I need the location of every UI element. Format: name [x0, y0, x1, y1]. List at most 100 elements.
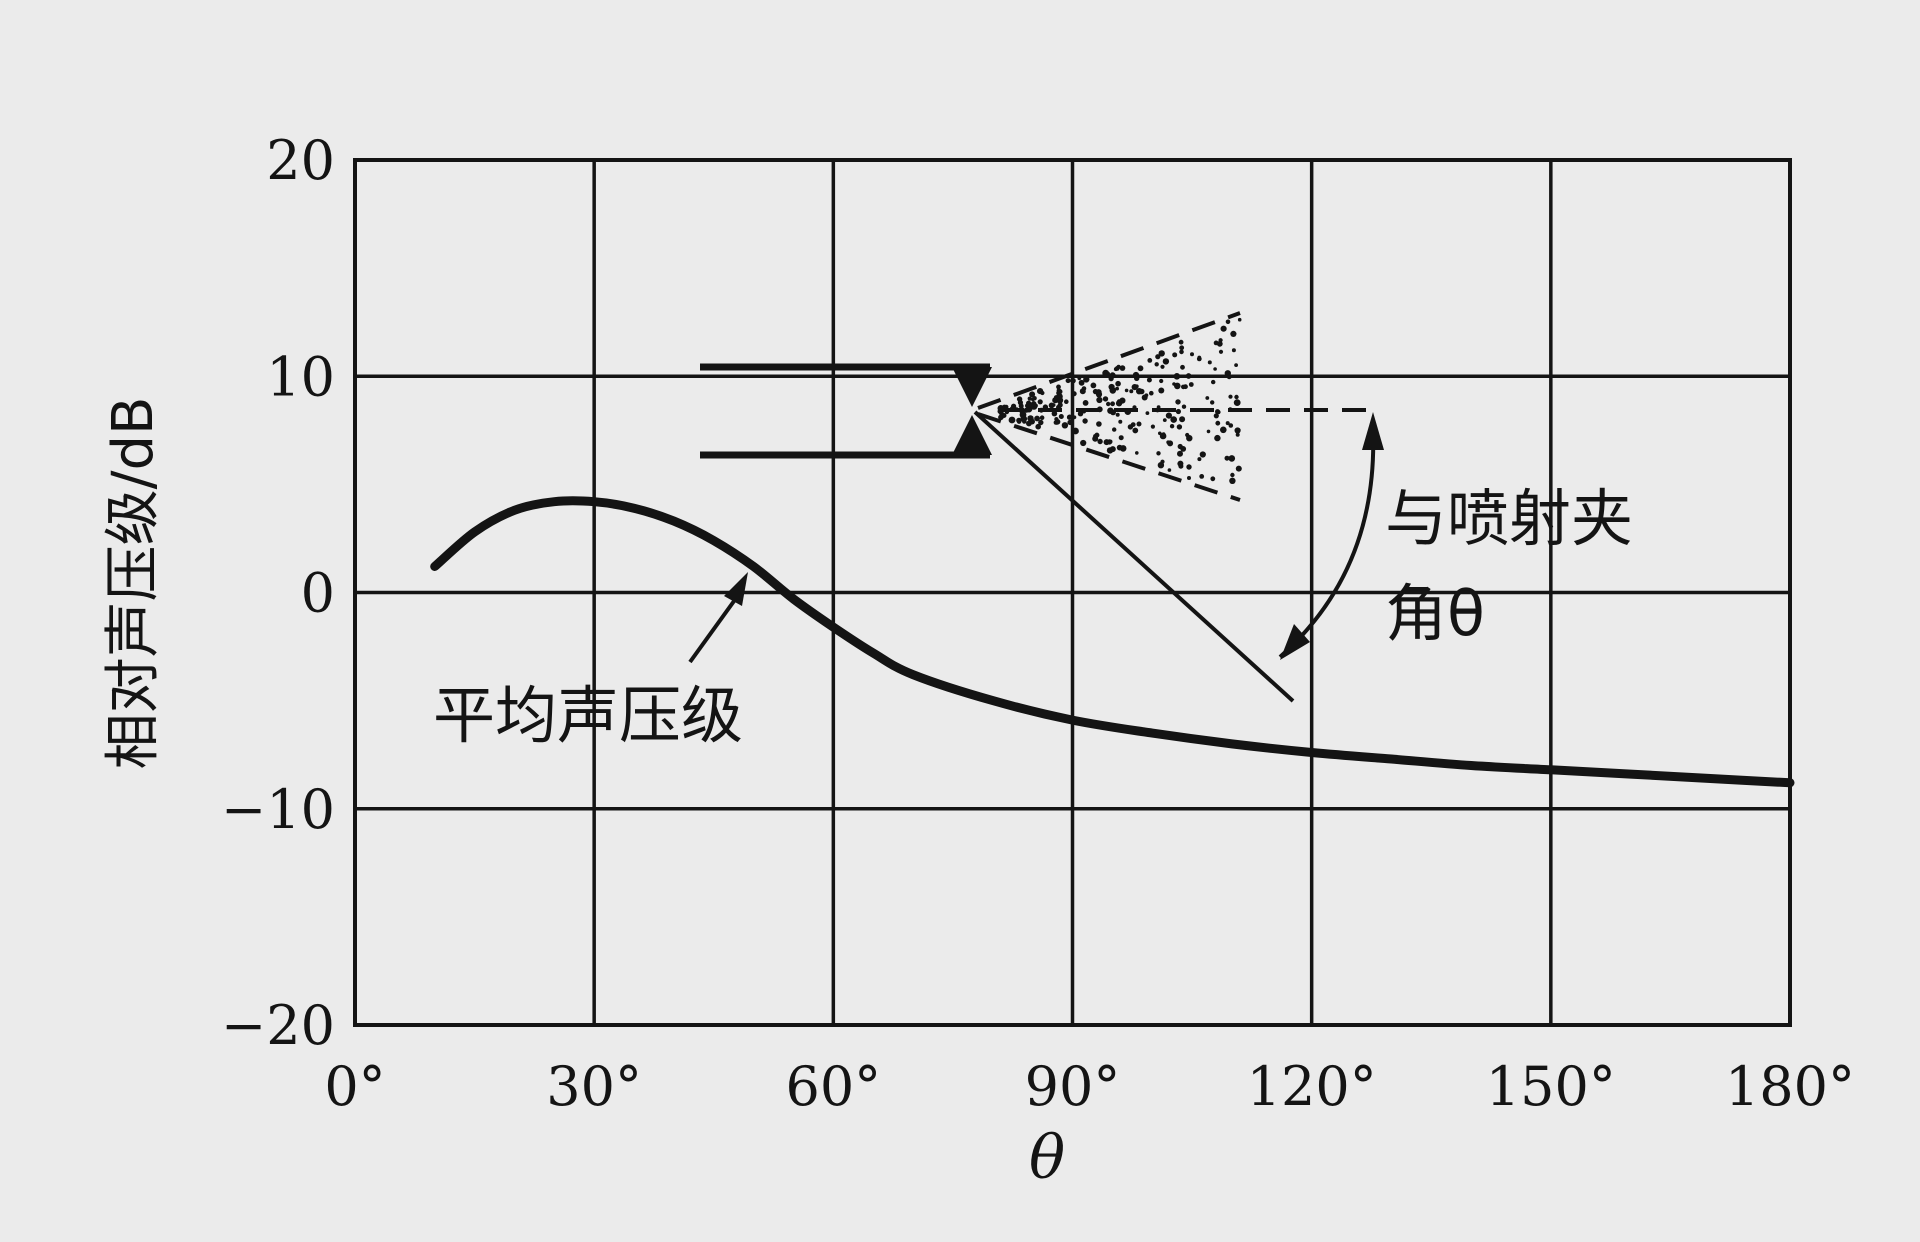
spray-dot — [1071, 391, 1077, 397]
spray-dot — [1057, 402, 1063, 408]
spray-dot — [1115, 412, 1120, 417]
spray-dot — [1119, 445, 1127, 452]
spray-dot — [1154, 362, 1159, 367]
spray-dot — [1040, 390, 1045, 396]
spray-dot — [1178, 339, 1184, 345]
spray-dot — [1037, 399, 1043, 405]
spray-dot — [1061, 422, 1069, 429]
spray-dot — [1113, 367, 1118, 372]
spray-dot — [1167, 468, 1172, 472]
spray-dot — [1229, 477, 1236, 484]
spray-dot — [1144, 393, 1149, 398]
spray-dot — [1108, 439, 1113, 444]
x-tick-label: 90° — [1025, 1055, 1121, 1118]
spray-dot — [1145, 411, 1150, 415]
spray-dot — [1106, 401, 1111, 407]
angle-arrowhead-top — [1362, 412, 1384, 450]
spray-dot — [1162, 418, 1167, 422]
spray-dot — [1235, 465, 1242, 472]
spray-dot — [1136, 421, 1142, 427]
spray-dot — [1057, 389, 1063, 395]
spray-dot — [1034, 415, 1040, 422]
spray-dot — [1199, 474, 1205, 479]
spray-dot — [1186, 435, 1193, 442]
spray-dot — [1225, 319, 1231, 325]
series-average-spl-line — [430, 496, 1795, 788]
spray-dot — [1097, 438, 1103, 445]
spray-dot — [1220, 426, 1227, 434]
spray-dot — [1004, 409, 1010, 415]
spray-dot — [1129, 389, 1134, 394]
spray-dot — [1179, 349, 1184, 355]
spray-dot — [1115, 380, 1121, 387]
spray-dot — [1083, 376, 1090, 383]
spray-dot — [1014, 407, 1019, 412]
spray-dot — [1205, 396, 1210, 400]
spray-dot — [1027, 396, 1032, 401]
spray-dot — [1224, 370, 1232, 377]
spray-dot — [1234, 363, 1238, 367]
spray-dot — [1159, 378, 1164, 384]
spray-dot — [1165, 412, 1172, 419]
spray-dot — [1158, 350, 1165, 357]
spray-dot — [1038, 407, 1044, 413]
spray-dot — [1134, 384, 1139, 389]
spray-dot — [1150, 424, 1155, 429]
spray-dot — [1039, 415, 1045, 421]
nozzle-lower-lip — [952, 415, 992, 455]
spray-dot — [1038, 419, 1044, 426]
spray-dot — [1233, 399, 1241, 406]
spray-dot — [1103, 439, 1110, 446]
spray-dot — [1035, 423, 1041, 430]
spray-dot — [1094, 432, 1100, 438]
spray-dot — [1156, 405, 1161, 409]
spray-dot — [1135, 451, 1139, 455]
spray-dot — [1234, 394, 1239, 400]
spray-dot — [1228, 407, 1233, 412]
spray-dot — [1213, 413, 1219, 419]
spray-dot — [1188, 382, 1194, 387]
spray-dot — [1056, 384, 1061, 390]
spray-dot — [1001, 413, 1006, 418]
spray-dot — [1081, 386, 1087, 391]
spray-dot — [1180, 446, 1187, 452]
spray-dot — [1108, 376, 1114, 382]
spray-dot — [1175, 408, 1181, 415]
y-tick-label: −20 — [221, 994, 335, 1057]
spray-dot — [1230, 330, 1237, 337]
spray-dot — [1118, 435, 1124, 441]
jet-spray-dots — [997, 317, 1242, 484]
spray-dot — [1172, 382, 1176, 386]
spray-dot — [1124, 388, 1129, 393]
spray-dot — [1210, 400, 1215, 405]
spray-dot — [1197, 457, 1202, 462]
spray-dot — [1042, 404, 1049, 410]
angle-arc — [1278, 429, 1376, 659]
spray-dot — [1162, 358, 1170, 365]
spray-dot — [1119, 397, 1126, 404]
spray-dot — [1008, 416, 1016, 424]
x-tick-label: 150° — [1486, 1055, 1616, 1118]
y-tick-label: 20 — [266, 129, 335, 192]
spray-dot — [1124, 408, 1132, 416]
spray-dot — [1127, 424, 1134, 430]
spray-dot — [1167, 440, 1174, 447]
spray-dot — [1156, 451, 1161, 456]
spray-dot — [1096, 396, 1103, 404]
spray-dot — [1211, 379, 1216, 385]
spray-dot — [1137, 365, 1144, 372]
spray-dot — [1004, 404, 1009, 410]
spray-dot — [1231, 348, 1236, 353]
spray-dot — [1169, 424, 1175, 429]
spray-dot — [1132, 405, 1137, 410]
spray-dot — [1016, 419, 1022, 424]
spray-dot — [1196, 356, 1202, 362]
spray-dot — [1179, 416, 1186, 423]
spray-dot — [1110, 409, 1116, 416]
spray-dot — [1082, 418, 1088, 424]
annotation-angle-line1: 与喷射夹 — [1385, 482, 1633, 555]
nozzle-upper-lip — [952, 367, 992, 407]
spray-dot — [1207, 360, 1212, 365]
spray-dot — [1072, 415, 1077, 420]
